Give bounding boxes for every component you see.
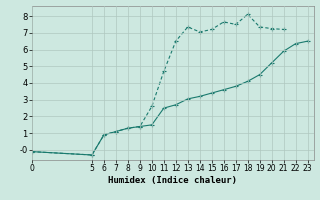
X-axis label: Humidex (Indice chaleur): Humidex (Indice chaleur) (108, 176, 237, 185)
